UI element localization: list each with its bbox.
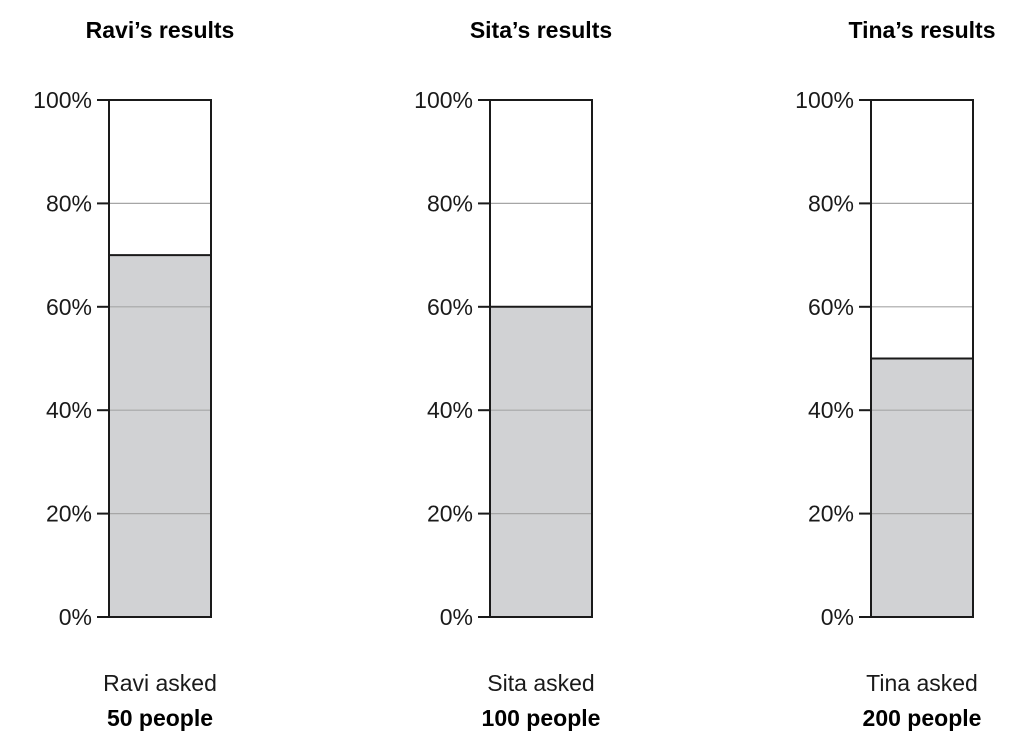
y-tick-label: 80% xyxy=(427,190,473,216)
bar-fill xyxy=(109,255,211,617)
bar-outline xyxy=(870,99,974,618)
caption-line1: Sita asked xyxy=(487,670,594,696)
bar-outline xyxy=(108,99,212,618)
y-tick-label: 20% xyxy=(808,501,854,527)
y-tick-label: 20% xyxy=(427,501,473,527)
y-tick-label: 100% xyxy=(795,87,854,113)
chart-panel-2: Sita’s results 0% 20% 40% 60% 80% 100% Sita ask… xyxy=(414,17,612,731)
bar-fill xyxy=(490,306,592,617)
y-tick-label: 60% xyxy=(427,294,473,320)
chart-title: Sita’s results xyxy=(470,17,612,43)
caption-line1: Ravi asked xyxy=(103,670,217,696)
y-tick-label: 0% xyxy=(821,604,854,630)
bar-outline xyxy=(489,99,593,618)
caption-line2: 100 people xyxy=(482,705,601,731)
chart-title: Tina’s results xyxy=(848,17,995,43)
caption-line2: 200 people xyxy=(863,705,982,731)
y-tick-label: 40% xyxy=(46,397,92,423)
y-tick-label: 60% xyxy=(808,294,854,320)
y-tick-label: 100% xyxy=(33,87,92,113)
y-tick-label: 20% xyxy=(46,501,92,527)
y-tick-label: 100% xyxy=(414,87,473,113)
chart-panel-1: Ravi’s results 0% 20% 40% 60% 80% 100% Ravi ask… xyxy=(33,17,234,731)
y-tick-label: 80% xyxy=(808,190,854,216)
y-tick-label: 60% xyxy=(46,294,92,320)
y-tick-label: 80% xyxy=(46,190,92,216)
chart-panel-3: Tina’s results 0% 20% 40% 60% 80% 100% Tina ask… xyxy=(795,17,995,731)
caption-line1: Tina asked xyxy=(866,670,978,696)
y-tick-label: 0% xyxy=(59,604,92,630)
y-tick-label: 0% xyxy=(440,604,473,630)
y-tick-label: 40% xyxy=(427,397,473,423)
y-tick-label: 40% xyxy=(808,397,854,423)
chart-title: Ravi’s results xyxy=(86,17,235,43)
caption-line2: 50 people xyxy=(107,705,213,731)
bar-fill xyxy=(871,358,973,617)
